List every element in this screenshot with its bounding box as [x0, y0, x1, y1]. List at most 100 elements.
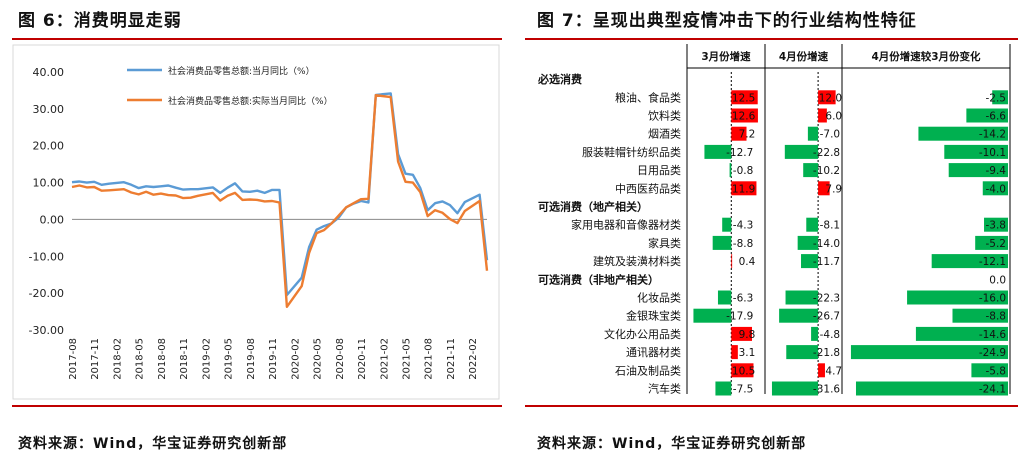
category-label: 服装鞋帽针纺织品类: [582, 145, 681, 159]
value-label: -3.8: [986, 220, 1007, 232]
category-label: 日用品类: [637, 163, 681, 177]
y-tick-label: 20.00: [33, 140, 65, 153]
growth-bar: [984, 217, 1008, 232]
left-figure-title: 图 6：消费明显走弱: [18, 11, 182, 31]
category-label: 建筑及装潢材料类: [593, 254, 681, 268]
value-label: -5.8: [986, 365, 1007, 377]
growth-bar: [982, 181, 1008, 196]
value-label: -4.3: [733, 220, 754, 232]
value-label: 4.7: [825, 365, 842, 377]
growth-bar: [975, 235, 1008, 250]
value-label: -10.2: [813, 165, 840, 177]
value-label: -12.7: [726, 147, 753, 159]
x-tick-label: 2018-08: [157, 338, 168, 380]
growth-bar: [785, 290, 819, 305]
x-tick-label: 2021-08: [424, 338, 435, 380]
line-chart: 40.00 30.00 20.00 10.00 0.00 -10.00 -20.00 -30.…: [12, 44, 500, 400]
growth-bar: [818, 181, 830, 196]
x-tick-label: 2021-11: [446, 338, 457, 380]
value-label: -4.0: [986, 183, 1007, 195]
y-tick-label: 30.00: [33, 103, 65, 116]
category-label: 家具类: [648, 236, 681, 250]
growth-bar: [731, 326, 753, 341]
category-label: 金银珠宝类: [626, 309, 681, 323]
growth-bar: [797, 235, 819, 250]
value-label: -7.0: [820, 129, 841, 141]
growth-bar: [948, 163, 1008, 178]
value-label: -10.1: [979, 147, 1006, 159]
y-tick-label: 10.00: [33, 177, 65, 190]
value-label: 11.9: [732, 183, 755, 195]
value-label: -5.2: [986, 238, 1007, 250]
right-bottom-rule: [525, 405, 1018, 407]
growth-bar: [801, 254, 819, 269]
growth-bar: [944, 144, 1008, 159]
growth-bar: [784, 144, 819, 159]
group-header-label: 可选消费（非地产相关）: [538, 272, 659, 286]
value-label: 9.8: [739, 329, 756, 341]
growth-bar: [806, 217, 819, 232]
growth-bar: [731, 254, 733, 269]
value-label: -12.1: [979, 256, 1006, 268]
y-tick-label: -20.00: [29, 287, 64, 300]
x-tick-label: 2018-02: [112, 338, 123, 380]
value-label: -24.1: [979, 384, 1006, 396]
x-tick-label: 2020-05: [313, 338, 324, 380]
y-tick-label: 40.00: [33, 66, 65, 79]
left-bottom-rule: [12, 405, 502, 407]
category-label: 烟酒类: [648, 127, 681, 141]
left-title-rule: [12, 38, 502, 40]
growth-bar: [818, 108, 827, 123]
category-label: 家用电器和音像器材类: [571, 218, 681, 232]
x-tick-label: 2017-11: [90, 338, 101, 380]
growth-bar: [811, 326, 819, 341]
x-tick-label: 2018-11: [179, 338, 190, 380]
growth-bar: [818, 363, 825, 378]
value-label: -26.7: [813, 311, 840, 323]
series-line-nominal: [71, 92, 489, 297]
legend-label: 社会消费品零售总额:当月同比（%）: [168, 65, 315, 77]
growth-bar: [971, 363, 1008, 378]
growth-bar: [818, 90, 836, 105]
value-label: -14.2: [979, 129, 1006, 141]
category-label: 饮料类: [648, 109, 681, 123]
value-label: -14.6: [979, 329, 1006, 341]
value-label: 0.4: [739, 256, 756, 268]
growth-bar: [992, 90, 1008, 105]
growth-bar: [731, 126, 747, 141]
growth-bar: [729, 163, 732, 178]
growth-bar: [717, 290, 732, 305]
growth-bar: [731, 181, 757, 196]
column-header: 3月份增速: [701, 50, 751, 63]
value-label: -31.6: [813, 384, 840, 396]
growth-bar: [855, 381, 1008, 396]
y-tick-label: -10.00: [29, 250, 64, 263]
series-line-real: [71, 94, 489, 308]
growth-bar: [803, 163, 819, 178]
x-tick-label: 2019-08: [246, 338, 257, 380]
growth-bar: [807, 126, 819, 141]
growth-bar: [715, 381, 732, 396]
growth-bar: [712, 235, 732, 250]
growth-bar: [850, 345, 1008, 360]
value-label: -0.8: [733, 165, 754, 177]
value-label: -6.6: [986, 111, 1007, 123]
value-label: -17.9: [726, 311, 753, 323]
growth-bar: [966, 108, 1008, 123]
value-label: 12.5: [732, 92, 755, 104]
left-source-note: 资料来源：Wind，华宝证券研究创新部: [18, 436, 288, 452]
column-header: 4月份增速较3月份变化: [871, 50, 981, 63]
value-label: 6.0: [825, 111, 842, 123]
value-label: -21.8: [813, 347, 840, 359]
column-header: 4月份增速: [779, 50, 829, 63]
x-tick-label: 2019-02: [201, 338, 212, 380]
growth-bar: [731, 363, 754, 378]
y-tick-label: -30.00: [29, 324, 64, 337]
category-label: 石油及制品类: [615, 363, 681, 377]
right-source-note: 资料来源：Wind，华宝证券研究创新部: [537, 436, 807, 452]
growth-bar: [771, 381, 819, 396]
value-label: 3.1: [739, 347, 756, 359]
right-figure-title: 图 7：呈现出典型疫情冲击下的行业结构性特征: [537, 11, 917, 31]
growth-bar: [731, 90, 758, 105]
group-header-label: 可选消费（地产相关）: [538, 200, 648, 214]
